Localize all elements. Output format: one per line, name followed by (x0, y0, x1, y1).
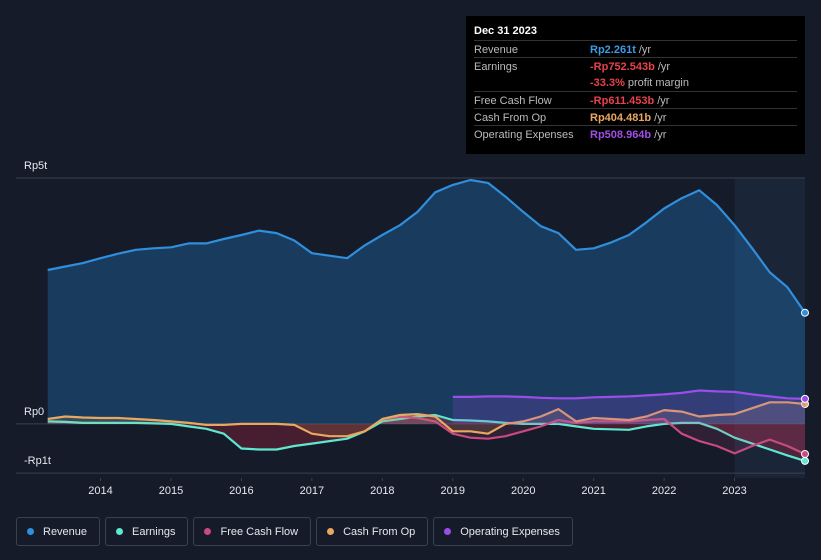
tooltip-date: Dec 31 2023 (474, 25, 537, 37)
x-tick-label: 2020 (511, 485, 535, 497)
tooltip-row: Earnings -Rp752.543b/yr (474, 57, 797, 75)
value-text: Rp2.261t (590, 44, 636, 56)
chart: Rp5t Rp0 -Rp1t 2014 2015 2016 2017 2018 2019 2020… (16, 160, 809, 497)
row-value: -Rp752.543b/yr (590, 61, 670, 73)
highlight-band (734, 178, 805, 478)
legend-label: Cash From Op (343, 525, 416, 538)
series-area (47, 180, 805, 424)
legend-dot (444, 528, 452, 535)
legend-label: Free Cash Flow (220, 525, 299, 538)
value-text: Rp508.964b (590, 129, 652, 141)
legend-item[interactable]: Operating Expenses (433, 517, 573, 546)
row-label: Revenue (474, 44, 519, 56)
x-tick-label: 2019 (441, 485, 465, 497)
end-dot (801, 394, 809, 403)
legend-item[interactable]: Free Cash Flow (193, 517, 312, 546)
end-dot (801, 456, 809, 465)
value-unit: /yr (657, 61, 671, 73)
legend-item[interactable]: Cash From Op (316, 517, 429, 546)
row-value: Rp2.261t/yr (590, 44, 651, 56)
row-label: Free Cash Flow (474, 95, 552, 107)
tooltip-row: Free Cash Flow -Rp611.453b/yr (474, 91, 797, 109)
tooltip-row: Cash From Op Rp404.481b/yr (474, 108, 797, 126)
legend-item[interactable]: Revenue (16, 517, 101, 546)
value-unit: /yr (638, 44, 652, 56)
series-line (47, 401, 806, 438)
y-tick-label: Rp0 (24, 406, 44, 418)
value-unit: /yr (654, 112, 667, 124)
legend-dot (27, 528, 34, 535)
y-tick-label: -Rp1t (24, 455, 51, 467)
legend-label: Earnings (132, 525, 176, 538)
tooltip-row: Revenue Rp2.261t/yr (474, 40, 797, 58)
value-text: -Rp611.453b (590, 95, 655, 107)
value-text: Rp404.481b (590, 112, 652, 124)
legend: Revenue Earnings Free Cash Flow Cash From O… (16, 517, 573, 546)
x-tick-label: 2018 (370, 485, 394, 497)
x-tick-label: 2017 (300, 485, 324, 497)
row-value: Rp404.481b/yr (590, 112, 666, 124)
x-tick-label: 2016 (229, 485, 253, 497)
row-label: Earnings (474, 61, 518, 73)
legend-dot (116, 528, 124, 535)
legend-label: Revenue (43, 525, 88, 538)
row-value: Rp508.964b/yr (590, 129, 666, 141)
row-value: -Rp611.453b/yr (590, 95, 669, 107)
tooltip: Dec 31 2023 Revenue Rp2.261t/yr Earnings -Rp… (466, 16, 805, 154)
legend-label: Operating Expenses (460, 525, 560, 538)
x-tick-label: 2021 (581, 485, 605, 497)
legend-dot (204, 528, 212, 535)
series-area (382, 416, 805, 454)
value-unit: /yr (654, 129, 667, 141)
end-dot (801, 308, 809, 317)
row-label: Operating Expenses (474, 129, 574, 141)
y-tick-label: Rp5t (24, 160, 47, 172)
series-area (47, 402, 805, 437)
margin-number: -33.3% (590, 77, 625, 89)
legend-dot (327, 528, 335, 535)
series-area (47, 415, 805, 461)
tooltip-row: Operating Expenses Rp508.964b/yr (474, 125, 797, 143)
series-line (382, 415, 806, 456)
x-tick-label: 2015 (159, 485, 183, 497)
value-text: -Rp752.543b (590, 61, 655, 73)
value-unit: /yr (657, 95, 670, 107)
x-tick-label: 2023 (722, 485, 746, 497)
tooltip-row: -33.3% profit margin (474, 74, 797, 91)
margin-value: -33.3% profit margin (590, 77, 689, 89)
margin-text: profit margin (627, 77, 689, 89)
row-label: Cash From Op (474, 112, 547, 124)
series-line (47, 178, 806, 314)
end-dot (801, 449, 809, 458)
series-line (452, 389, 806, 400)
x-tick-label: 2022 (652, 485, 676, 497)
legend-item[interactable]: Earnings (105, 517, 189, 546)
x-tick-label: 2014 (88, 485, 112, 497)
